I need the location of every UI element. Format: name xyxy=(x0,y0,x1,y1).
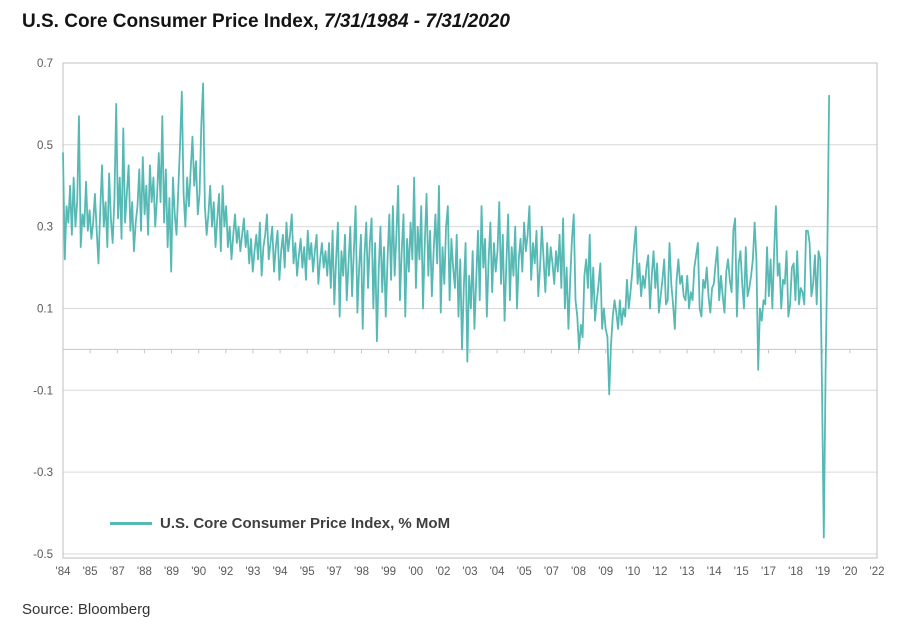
x-tick-label: '10 xyxy=(625,566,640,578)
x-tick-label: '09 xyxy=(598,566,613,578)
x-tick-label: '97 xyxy=(327,566,342,578)
y-tick-label: -0.3 xyxy=(33,467,53,479)
x-tick-label: '98 xyxy=(354,566,369,578)
x-tick-label: '05 xyxy=(517,566,532,578)
x-tick-label: '89 xyxy=(164,566,179,578)
y-tick-label: 0.1 xyxy=(37,304,53,316)
x-tick-label: '00 xyxy=(408,566,423,578)
x-tick-label: '92 xyxy=(218,566,233,578)
legend-line-swatch xyxy=(110,522,152,525)
x-tick-label: '90 xyxy=(191,566,206,578)
x-tick-label: '15 xyxy=(734,566,749,578)
chart-title-main: U.S. Core Consumer Price Index, xyxy=(22,11,324,32)
x-tick-label: '18 xyxy=(788,566,803,578)
x-tick-label: '13 xyxy=(680,566,695,578)
legend-label: U.S. Core Consumer Price Index, % MoM xyxy=(160,515,451,532)
x-tick-label: '93 xyxy=(245,566,260,578)
x-tick-label: '03 xyxy=(463,566,478,578)
x-tick-label: '14 xyxy=(707,566,723,578)
x-tick-label: '02 xyxy=(435,566,450,578)
y-tick-label: 0.3 xyxy=(37,222,53,234)
x-tick-label: '07 xyxy=(544,566,559,578)
plot-border xyxy=(62,62,878,559)
y-tick-label: -0.1 xyxy=(33,385,53,397)
chart-title-date-range: 7/31/1984 - 7/31/2020 xyxy=(323,11,510,32)
x-tick-label: '99 xyxy=(381,566,396,578)
chart-legend: U.S. Core Consumer Price Index, % MoM xyxy=(110,515,450,532)
page-title: U.S. Core Consumer Price Index, 7/31/198… xyxy=(22,11,510,33)
x-tick-label: '94 xyxy=(273,566,289,578)
x-tick-label: '08 xyxy=(571,566,586,578)
x-tick-label: '84 xyxy=(56,566,72,578)
x-tick-label: '20 xyxy=(842,566,857,578)
source-note: Source: Bloomberg xyxy=(22,601,151,618)
x-tick-label: '88 xyxy=(137,566,152,578)
x-tick-label: '85 xyxy=(83,566,98,578)
series-line xyxy=(62,82,831,539)
x-tick-label: '19 xyxy=(815,566,830,578)
x-tick-label: '87 xyxy=(110,566,125,578)
y-tick-label: 0.5 xyxy=(37,140,53,152)
x-tick-label: '04 xyxy=(490,566,506,578)
y-tick-label: 0.7 xyxy=(37,58,53,70)
x-tick-label: '17 xyxy=(761,566,776,578)
x-tick-label: '22 xyxy=(870,566,885,578)
x-tick-label: '12 xyxy=(652,566,667,578)
x-tick-label: '95 xyxy=(300,566,315,578)
y-tick-label: -0.5 xyxy=(33,549,53,561)
